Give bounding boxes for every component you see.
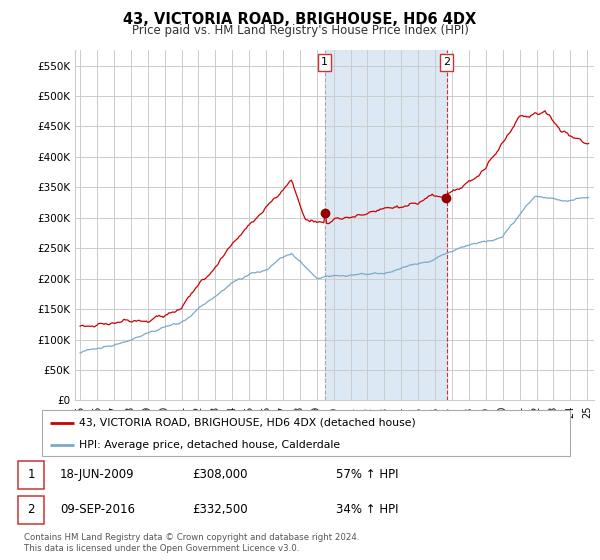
Text: 43, VICTORIA ROAD, BRIGHOUSE, HD6 4DX: 43, VICTORIA ROAD, BRIGHOUSE, HD6 4DX [124, 12, 476, 27]
Bar [18, 496, 44, 524]
Text: 2: 2 [28, 503, 35, 516]
Text: £332,500: £332,500 [192, 503, 248, 516]
Text: 43, VICTORIA ROAD, BRIGHOUSE, HD6 4DX (detached house): 43, VICTORIA ROAD, BRIGHOUSE, HD6 4DX (d… [79, 418, 416, 428]
Bar [325, 50, 446, 400]
Text: Contains HM Land Registry data © Crown copyright and database right 2024.
This d: Contains HM Land Registry data © Crown c… [24, 533, 359, 553]
Text: HPI: Average price, detached house, Calderdale: HPI: Average price, detached house, Cald… [79, 440, 340, 450]
Text: 1: 1 [28, 468, 35, 481]
Text: 09-SEP-2016: 09-SEP-2016 [60, 503, 135, 516]
Text: £308,000: £308,000 [192, 468, 248, 481]
Text: 34% ↑ HPI: 34% ↑ HPI [336, 503, 398, 516]
Bar [18, 460, 44, 488]
Text: 2: 2 [443, 58, 450, 67]
Text: 57% ↑ HPI: 57% ↑ HPI [336, 468, 398, 481]
Text: 18-JUN-2009: 18-JUN-2009 [60, 468, 134, 481]
Text: Price paid vs. HM Land Registry's House Price Index (HPI): Price paid vs. HM Land Registry's House … [131, 24, 469, 36]
Text: 1: 1 [321, 58, 328, 67]
